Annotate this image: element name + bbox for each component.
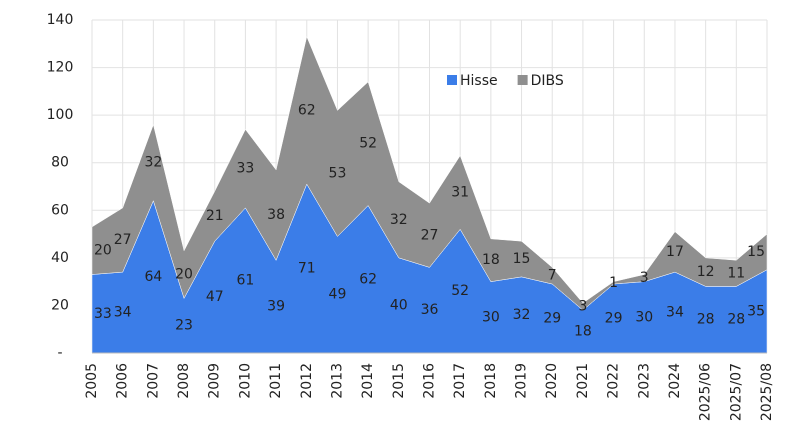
data-label: 3 [578,299,587,315]
data-label: 3 [640,270,649,286]
data-label: 32 [144,155,162,171]
data-label: 21 [206,208,224,224]
data-label: 40 [390,297,408,313]
x-tick-label: 2018 [483,363,499,399]
data-label: 11 [727,265,745,281]
legend-label: DIBS [531,73,564,89]
data-label: 38 [267,207,285,223]
area [91,35,768,311]
data-label: 15 [513,251,531,267]
data-label: 33 [236,161,254,177]
y-tick-label: 40 [51,250,69,266]
x-tick-label: 2024 [667,363,683,399]
data-label: 34 [114,305,132,321]
data-label: 39 [267,299,285,315]
legend-swatch [517,75,528,85]
data-label: 53 [329,165,347,181]
x-tick-label: 2017 [452,363,468,399]
data-label: 71 [298,261,316,277]
data-label: 29 [543,311,561,327]
x-tick-label: 2005 [84,363,100,399]
data-label: 32 [390,212,408,228]
data-label: 20 [94,243,112,259]
x-tick-label: 2008 [176,363,192,399]
data-label: 27 [421,227,439,243]
data-label: 23 [175,318,193,334]
legend-swatch [447,75,457,85]
y-tick-label: 60 [51,202,69,218]
data-label: 28 [727,312,745,328]
x-tick-label: 2020 [544,363,560,399]
data-label: 7 [548,268,557,284]
x-tick-label: 2013 [329,363,345,399]
y-tick-label: 100 [47,107,74,123]
data-label: 33 [94,306,112,322]
x-tick-label: 2025/07 [728,363,744,421]
y-tick-label: 120 [47,60,74,76]
data-label: 1 [609,275,618,291]
x-tick-label: 2015 [391,363,407,399]
x-tick-label: 2023 [636,363,652,399]
data-label: 30 [482,309,500,325]
x-tick-label: 2007 [145,363,161,399]
data-label: 29 [605,311,623,327]
x-tick-label: 2012 [299,363,315,399]
y-tick-label: - [57,345,62,361]
data-label: 32 [513,307,531,323]
data-label: 18 [574,324,592,340]
data-label: 35 [747,303,765,319]
y-tick-label: 140 [47,12,74,28]
x-tick-label: 2016 [422,363,438,399]
x-tick-label: 2009 [207,363,223,399]
x-tick-label: 2011 [268,363,284,399]
data-label: 52 [451,283,469,299]
data-label: 49 [329,287,347,303]
data-label: 27 [114,232,132,248]
y-tick-label: 20 [51,297,69,313]
data-label: 47 [206,289,224,305]
y-tick-label: 80 [51,155,69,171]
data-label: 64 [144,269,162,285]
x-tick-label: 2006 [115,363,131,399]
data-label: 20 [175,267,193,283]
data-label: 18 [482,252,500,268]
data-label: 52 [359,136,377,152]
data-label: 34 [666,305,684,321]
data-label: 30 [635,309,653,325]
legend-label: Hisse [460,73,498,89]
data-label: 62 [298,102,316,118]
x-tick-label: 2010 [237,363,253,399]
data-label: 61 [236,272,254,288]
data-label: 17 [666,244,684,260]
x-tick-label: 2014 [360,363,376,399]
x-tick-label: 2025/06 [698,363,714,421]
data-label: 62 [359,271,377,287]
data-label: 28 [697,312,715,328]
data-label: 12 [697,264,715,280]
data-label: 36 [421,302,439,318]
x-tick-label: 2021 [575,363,591,399]
x-tick-label: 2022 [606,363,622,399]
x-tick-label: 2025/08 [759,363,775,421]
data-label: 15 [747,244,765,260]
x-tick-label: 2019 [514,363,530,399]
data-label: 31 [451,184,469,200]
